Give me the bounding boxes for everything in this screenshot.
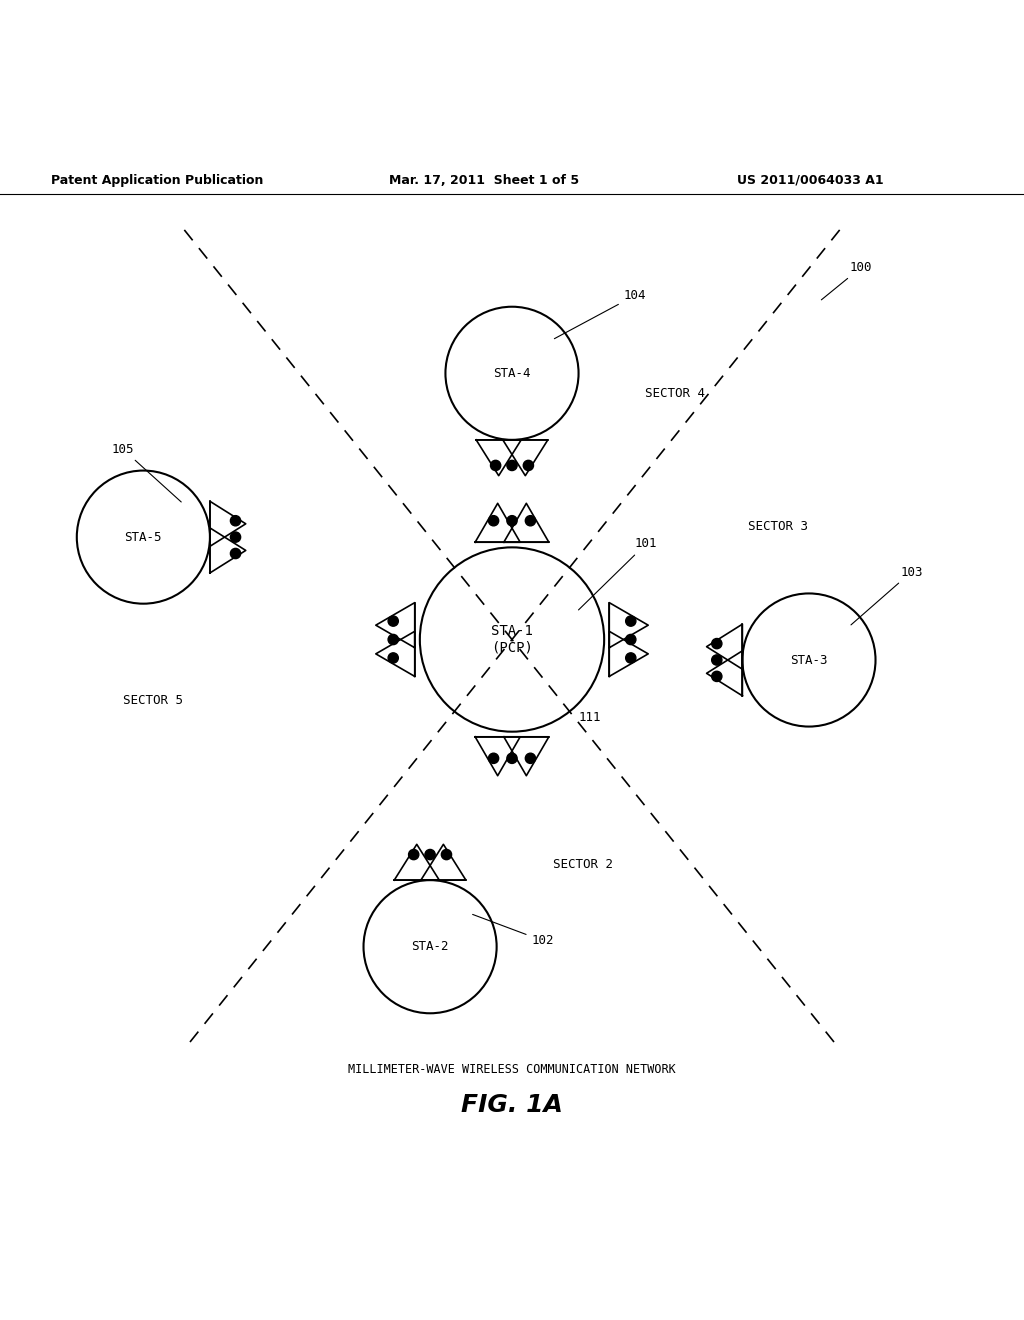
Text: 102: 102 — [473, 915, 554, 948]
Text: 103: 103 — [851, 565, 923, 624]
Text: SECTOR 4: SECTOR 4 — [645, 387, 706, 400]
Circle shape — [507, 754, 517, 763]
Circle shape — [441, 850, 452, 859]
Text: SECTOR 3: SECTOR 3 — [748, 520, 808, 533]
Text: 100: 100 — [821, 261, 872, 300]
Text: FIG. 1A: FIG. 1A — [461, 1093, 563, 1118]
Circle shape — [507, 516, 517, 525]
Circle shape — [507, 461, 517, 470]
Circle shape — [488, 516, 499, 525]
Circle shape — [388, 653, 398, 663]
Circle shape — [388, 635, 398, 644]
Text: STA-5: STA-5 — [125, 531, 162, 544]
Circle shape — [626, 616, 636, 626]
Circle shape — [626, 653, 636, 663]
Text: MILLIMETER-WAVE WIRELESS COMMUNICATION NETWORK: MILLIMETER-WAVE WIRELESS COMMUNICATION N… — [348, 1063, 676, 1076]
Circle shape — [712, 639, 722, 648]
Text: Mar. 17, 2011  Sheet 1 of 5: Mar. 17, 2011 Sheet 1 of 5 — [389, 174, 580, 186]
Text: 111: 111 — [579, 711, 601, 725]
Circle shape — [409, 850, 419, 859]
Text: SECTOR 2: SECTOR 2 — [553, 858, 613, 871]
Circle shape — [712, 672, 722, 681]
Text: 105: 105 — [112, 442, 181, 502]
Text: SECTOR 5: SECTOR 5 — [123, 694, 183, 708]
Text: 101: 101 — [579, 537, 657, 610]
Text: Patent Application Publication: Patent Application Publication — [51, 174, 263, 186]
Circle shape — [388, 616, 398, 626]
Circle shape — [490, 461, 501, 470]
Circle shape — [425, 850, 435, 859]
Text: STA-3: STA-3 — [791, 653, 827, 667]
Circle shape — [712, 655, 722, 665]
Circle shape — [488, 754, 499, 763]
Circle shape — [230, 516, 241, 525]
Circle shape — [230, 548, 241, 558]
Circle shape — [525, 516, 536, 525]
Text: 104: 104 — [554, 289, 646, 339]
Circle shape — [523, 461, 534, 470]
Text: US 2011/0064033 A1: US 2011/0064033 A1 — [737, 174, 884, 186]
Text: STA-1
(PCP): STA-1 (PCP) — [492, 624, 532, 655]
Text: STA-2: STA-2 — [412, 940, 449, 953]
Text: STA-4: STA-4 — [494, 367, 530, 380]
Circle shape — [230, 532, 241, 543]
Circle shape — [626, 635, 636, 644]
Circle shape — [525, 754, 536, 763]
